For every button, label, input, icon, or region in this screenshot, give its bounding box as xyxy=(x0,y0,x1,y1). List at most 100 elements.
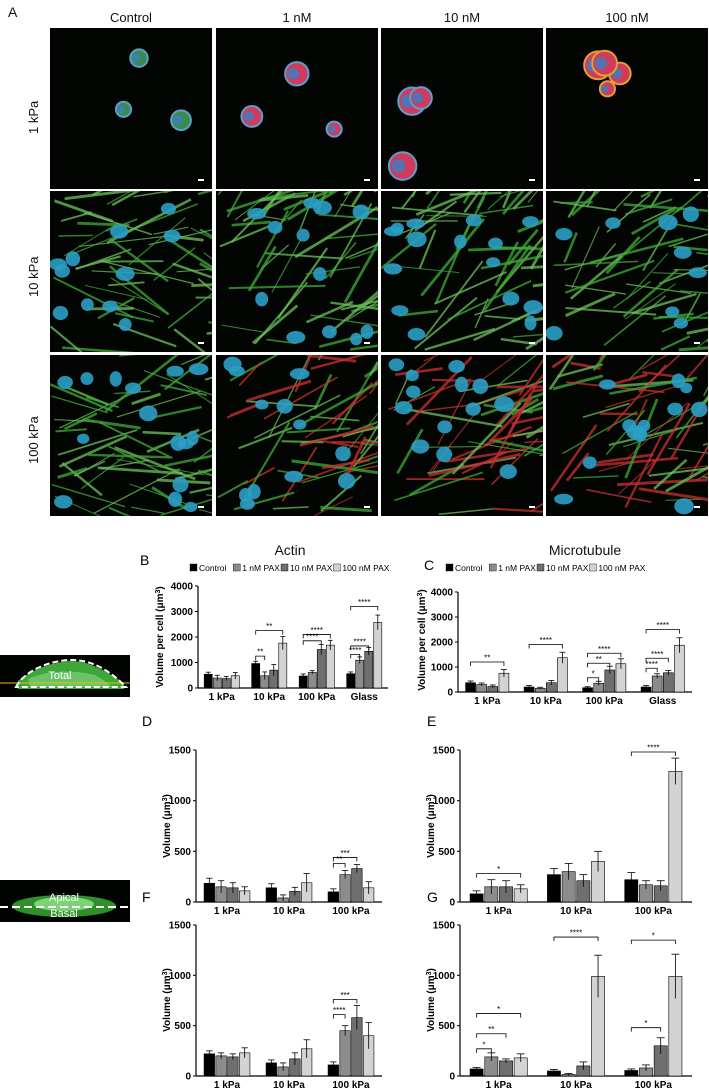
actin-title: Actin xyxy=(274,542,306,558)
significance-label: **** xyxy=(349,646,361,655)
bar xyxy=(203,1053,215,1077)
scale-bar xyxy=(198,179,204,181)
significance-label: **** xyxy=(647,744,659,753)
significance-bracket xyxy=(302,634,331,639)
significance-label: **** xyxy=(306,632,318,641)
x-tick-label: 10 kPa xyxy=(253,692,285,703)
micrograph-10kpa-1nm xyxy=(216,191,378,352)
significance-bracket xyxy=(587,652,622,658)
chart-e: E 0 500 1000 1500 Volume (μm3) 1 kPa 10 kPa 100 … xyxy=(426,713,692,917)
significance-bracket xyxy=(470,661,505,666)
bar xyxy=(355,659,365,689)
significance-label: ** xyxy=(488,1025,494,1034)
significance-bracket xyxy=(302,640,322,645)
scale-bar xyxy=(529,179,535,181)
significance-bracket xyxy=(332,857,358,862)
total-volume-schematic: Total xyxy=(0,655,130,697)
y-tick-label: 1000 xyxy=(169,971,192,982)
significance-label: * xyxy=(482,1040,485,1049)
y-tick-label: 1500 xyxy=(169,746,192,757)
y-tick-label: 0 xyxy=(187,684,193,695)
x-tick-label: Glass xyxy=(351,692,379,703)
significance-label: ** xyxy=(336,855,342,864)
x-tick-label: 100 kPa xyxy=(332,906,370,917)
bar xyxy=(203,673,213,689)
legend-swatch xyxy=(536,563,545,572)
legend-label: Control xyxy=(199,563,227,573)
panel-letter-f: F xyxy=(142,889,151,905)
significance-label: * xyxy=(644,1019,647,1028)
chart-f: F 0 500 1000 1500 Volume (μm3) 1 kPa 10 kPa 100 … xyxy=(142,889,382,1091)
significance-label: **** xyxy=(651,650,663,659)
micrograph-1kpa-1nm xyxy=(216,28,378,189)
micrograph-1kpa-control xyxy=(50,28,212,189)
micrograph-10kpa-100nm xyxy=(546,191,708,352)
bar xyxy=(307,672,317,689)
y-tick-label: 2000 xyxy=(171,633,194,644)
micrograph-100kpa-10nm xyxy=(381,355,543,516)
micrograph-10kpa-control xyxy=(50,191,212,352)
significance-bracket xyxy=(630,1027,662,1032)
bar xyxy=(663,672,674,693)
significance-bracket xyxy=(350,645,370,650)
legend-label: 10 nM PAX xyxy=(290,563,333,573)
microtubule-title: Microtubule xyxy=(548,542,622,558)
scale-bar xyxy=(529,506,535,508)
significance-bracket xyxy=(587,662,611,668)
panel-letter-d: D xyxy=(142,713,152,729)
significance-bracket xyxy=(645,657,669,663)
panel-letter-g: G xyxy=(427,889,438,905)
panel-letter-c: C xyxy=(424,557,434,573)
x-tick-label: 1 kPa xyxy=(486,906,513,917)
scale-bar xyxy=(364,179,370,181)
bar xyxy=(668,770,683,903)
y-tick-label: 4000 xyxy=(431,588,454,599)
x-tick-label: 100 kPa xyxy=(635,906,673,917)
legend-label: Control xyxy=(455,563,483,573)
legend-swatch xyxy=(489,563,497,572)
bar xyxy=(278,642,288,689)
bar xyxy=(325,644,335,689)
significance-bracket xyxy=(350,653,361,659)
panel-letter-e: E xyxy=(427,713,436,729)
x-tick-label: 10 kPa xyxy=(560,1080,592,1091)
scale-bar xyxy=(694,179,700,181)
y-tick-label: 1000 xyxy=(431,663,454,674)
x-tick-label: 1 kPa xyxy=(486,1080,513,1091)
panel-letter-b: B xyxy=(140,552,149,568)
micrograph-1kpa-100nm xyxy=(546,28,708,189)
micrograph-100kpa-100nm xyxy=(546,355,708,516)
significance-label: **** xyxy=(333,1006,345,1015)
y-tick-label: 4000 xyxy=(171,582,194,593)
x-tick-label: 1 kPa xyxy=(474,696,501,707)
y-tick-label: 500 xyxy=(438,1021,455,1032)
significance-label: **** xyxy=(354,637,366,646)
scale-bar xyxy=(198,342,204,344)
column-header-10nm: 10 nM xyxy=(443,10,481,25)
significance-bracket xyxy=(553,936,599,942)
significance-bracket xyxy=(645,667,658,673)
x-tick-label: 10 kPa xyxy=(273,1080,305,1091)
micrograph-100kpa-control xyxy=(50,355,212,516)
legend-label: 10 nM PAX xyxy=(546,563,589,573)
legend-label: 100 nM PAX xyxy=(598,563,645,573)
significance-bracket xyxy=(476,1013,522,1018)
y-axis-label: Volume (μm3) xyxy=(162,794,174,858)
total-label: Total xyxy=(48,670,71,682)
significance-label: **** xyxy=(657,621,669,630)
chart-b: B 0 1000 2000 3000 4000 Volume per cell (μm3) 1… xyxy=(140,552,390,703)
x-tick-label: 100 kPa xyxy=(298,692,336,703)
legend-label: 1 nM PAX xyxy=(498,563,536,573)
y-axis-label: Volume (μm3) xyxy=(426,794,438,858)
y-tick-label: 500 xyxy=(438,847,455,858)
y-tick-label: 0 xyxy=(447,688,453,699)
x-tick-label: 1 kPa xyxy=(214,906,241,917)
y-tick-label: 0 xyxy=(449,898,455,909)
y-tick-label: 1000 xyxy=(169,796,192,807)
legend-swatch xyxy=(280,563,289,572)
apical-label: Apical xyxy=(49,892,79,904)
significance-bracket xyxy=(255,630,284,635)
